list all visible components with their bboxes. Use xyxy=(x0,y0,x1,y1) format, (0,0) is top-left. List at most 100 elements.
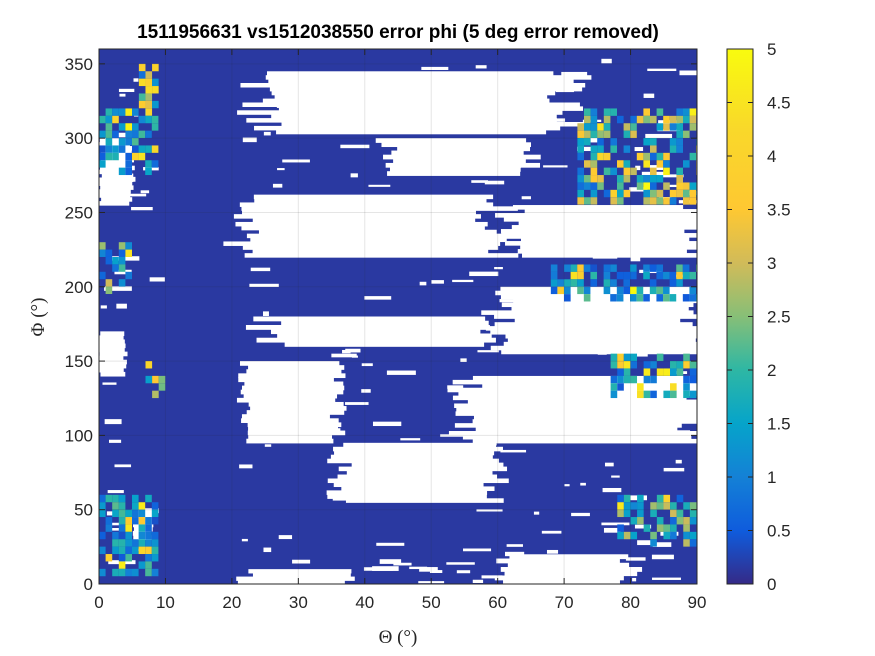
no-data-cell xyxy=(452,379,696,385)
no-data-cell xyxy=(503,141,521,146)
no-data-cell xyxy=(252,249,489,254)
heat-cell xyxy=(125,546,132,555)
x-axis-label: Θ (°) xyxy=(379,627,418,648)
heat-cell xyxy=(603,108,611,116)
heat-cell xyxy=(636,115,644,124)
heat-cell xyxy=(663,502,671,510)
heat-cell xyxy=(617,524,624,532)
heat-cell xyxy=(584,123,591,131)
heat-cell xyxy=(630,264,637,272)
heat-cell xyxy=(650,138,657,146)
heat-cell xyxy=(637,517,644,525)
no-data-cell xyxy=(99,359,127,365)
heat-cell xyxy=(630,123,637,131)
no-data-cell xyxy=(477,350,499,353)
no-data-cell xyxy=(99,142,130,147)
heat-cell xyxy=(105,249,113,257)
heat-cell xyxy=(663,494,671,503)
no-data-cell xyxy=(481,310,694,315)
colorbar-tick-label: 0.5 xyxy=(767,522,791,541)
no-data-cell xyxy=(546,549,559,554)
no-data-cell xyxy=(504,571,638,577)
no-data-cell xyxy=(571,512,590,517)
heat-cell xyxy=(99,494,106,503)
no-data-cell xyxy=(325,234,335,239)
heat-cell xyxy=(643,115,650,124)
heat-cell xyxy=(676,138,683,146)
no-data-cell xyxy=(327,494,487,499)
no-data-cell xyxy=(372,566,399,571)
heat-cell xyxy=(105,108,113,116)
heat-cell xyxy=(112,494,119,503)
heat-cell xyxy=(636,286,644,295)
heat-cell xyxy=(630,167,637,176)
no-data-cell xyxy=(233,214,481,219)
heat-cell xyxy=(663,531,671,540)
heat-cell xyxy=(603,167,611,176)
heat-cell xyxy=(151,160,159,168)
heat-cell xyxy=(112,539,119,547)
no-data-cell xyxy=(521,196,531,200)
heat-cell xyxy=(623,502,631,510)
heat-cell xyxy=(577,264,584,272)
heat-cell xyxy=(564,286,571,295)
heat-cell xyxy=(583,294,591,302)
heat-cell xyxy=(656,189,664,198)
heat-cell xyxy=(669,197,677,205)
no-data-cell xyxy=(268,100,291,106)
no-data-cell xyxy=(404,203,417,208)
no-data-cell xyxy=(248,569,352,574)
heat-cell xyxy=(617,160,624,168)
no-data-cell xyxy=(530,233,556,239)
heat-cell xyxy=(590,175,598,183)
heat-cell xyxy=(689,502,697,510)
heat-cell xyxy=(132,138,139,146)
no-data-cell xyxy=(241,418,339,423)
y-axis-ticks: 0 50 100 150 200 250 300 350 xyxy=(65,55,697,594)
heat-cell xyxy=(577,152,584,161)
y-tick-label: 50 xyxy=(74,501,93,520)
no-data-cell xyxy=(378,326,409,332)
heat-cell xyxy=(656,271,664,280)
heat-cell xyxy=(105,115,113,124)
heat-cell xyxy=(610,390,618,399)
no-data-cell xyxy=(672,381,683,385)
no-data-cell xyxy=(250,267,271,272)
no-data-cell xyxy=(252,218,476,223)
heat-cell xyxy=(125,509,132,518)
no-data-cell xyxy=(601,58,612,64)
heat-cell xyxy=(643,368,651,376)
no-data-cell xyxy=(503,341,697,347)
no-data-cell xyxy=(282,159,310,163)
no-data-cell xyxy=(243,393,338,399)
heat-cell xyxy=(564,279,571,287)
colorbar-tick-label: 4.5 xyxy=(767,94,791,113)
heat-cell xyxy=(118,145,126,153)
heat-cell xyxy=(643,390,651,399)
heat-cell xyxy=(656,524,664,532)
heat-cell xyxy=(550,279,558,287)
heat-cell xyxy=(676,182,683,190)
no-data-cell xyxy=(111,256,140,261)
no-data-cell xyxy=(241,225,485,231)
heat-cell xyxy=(597,182,604,190)
heat-cell xyxy=(99,502,106,510)
no-data-cell xyxy=(634,147,644,152)
heat-cell xyxy=(145,108,153,116)
no-data-cell xyxy=(543,572,571,578)
heat-cell xyxy=(650,502,657,510)
heat-cell xyxy=(151,123,159,131)
heat-cell xyxy=(616,286,624,295)
heat-cell xyxy=(584,197,591,205)
heat-cell xyxy=(669,294,677,302)
heat-cell xyxy=(676,279,683,287)
heat-cell xyxy=(118,539,126,547)
heat-cell xyxy=(663,286,670,295)
heat-cell xyxy=(145,494,152,503)
heat-cell xyxy=(118,502,126,510)
no-data-cell xyxy=(419,567,438,572)
no-data-cell xyxy=(455,411,697,416)
no-data-cell xyxy=(268,79,574,84)
no-data-cell xyxy=(636,352,648,357)
no-data-cell xyxy=(391,455,404,461)
